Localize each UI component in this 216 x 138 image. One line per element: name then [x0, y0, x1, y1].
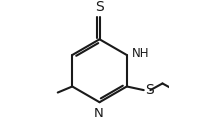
- Text: S: S: [95, 0, 104, 14]
- Text: S: S: [146, 83, 154, 97]
- Text: N: N: [94, 107, 103, 120]
- Text: NH: NH: [132, 47, 150, 60]
